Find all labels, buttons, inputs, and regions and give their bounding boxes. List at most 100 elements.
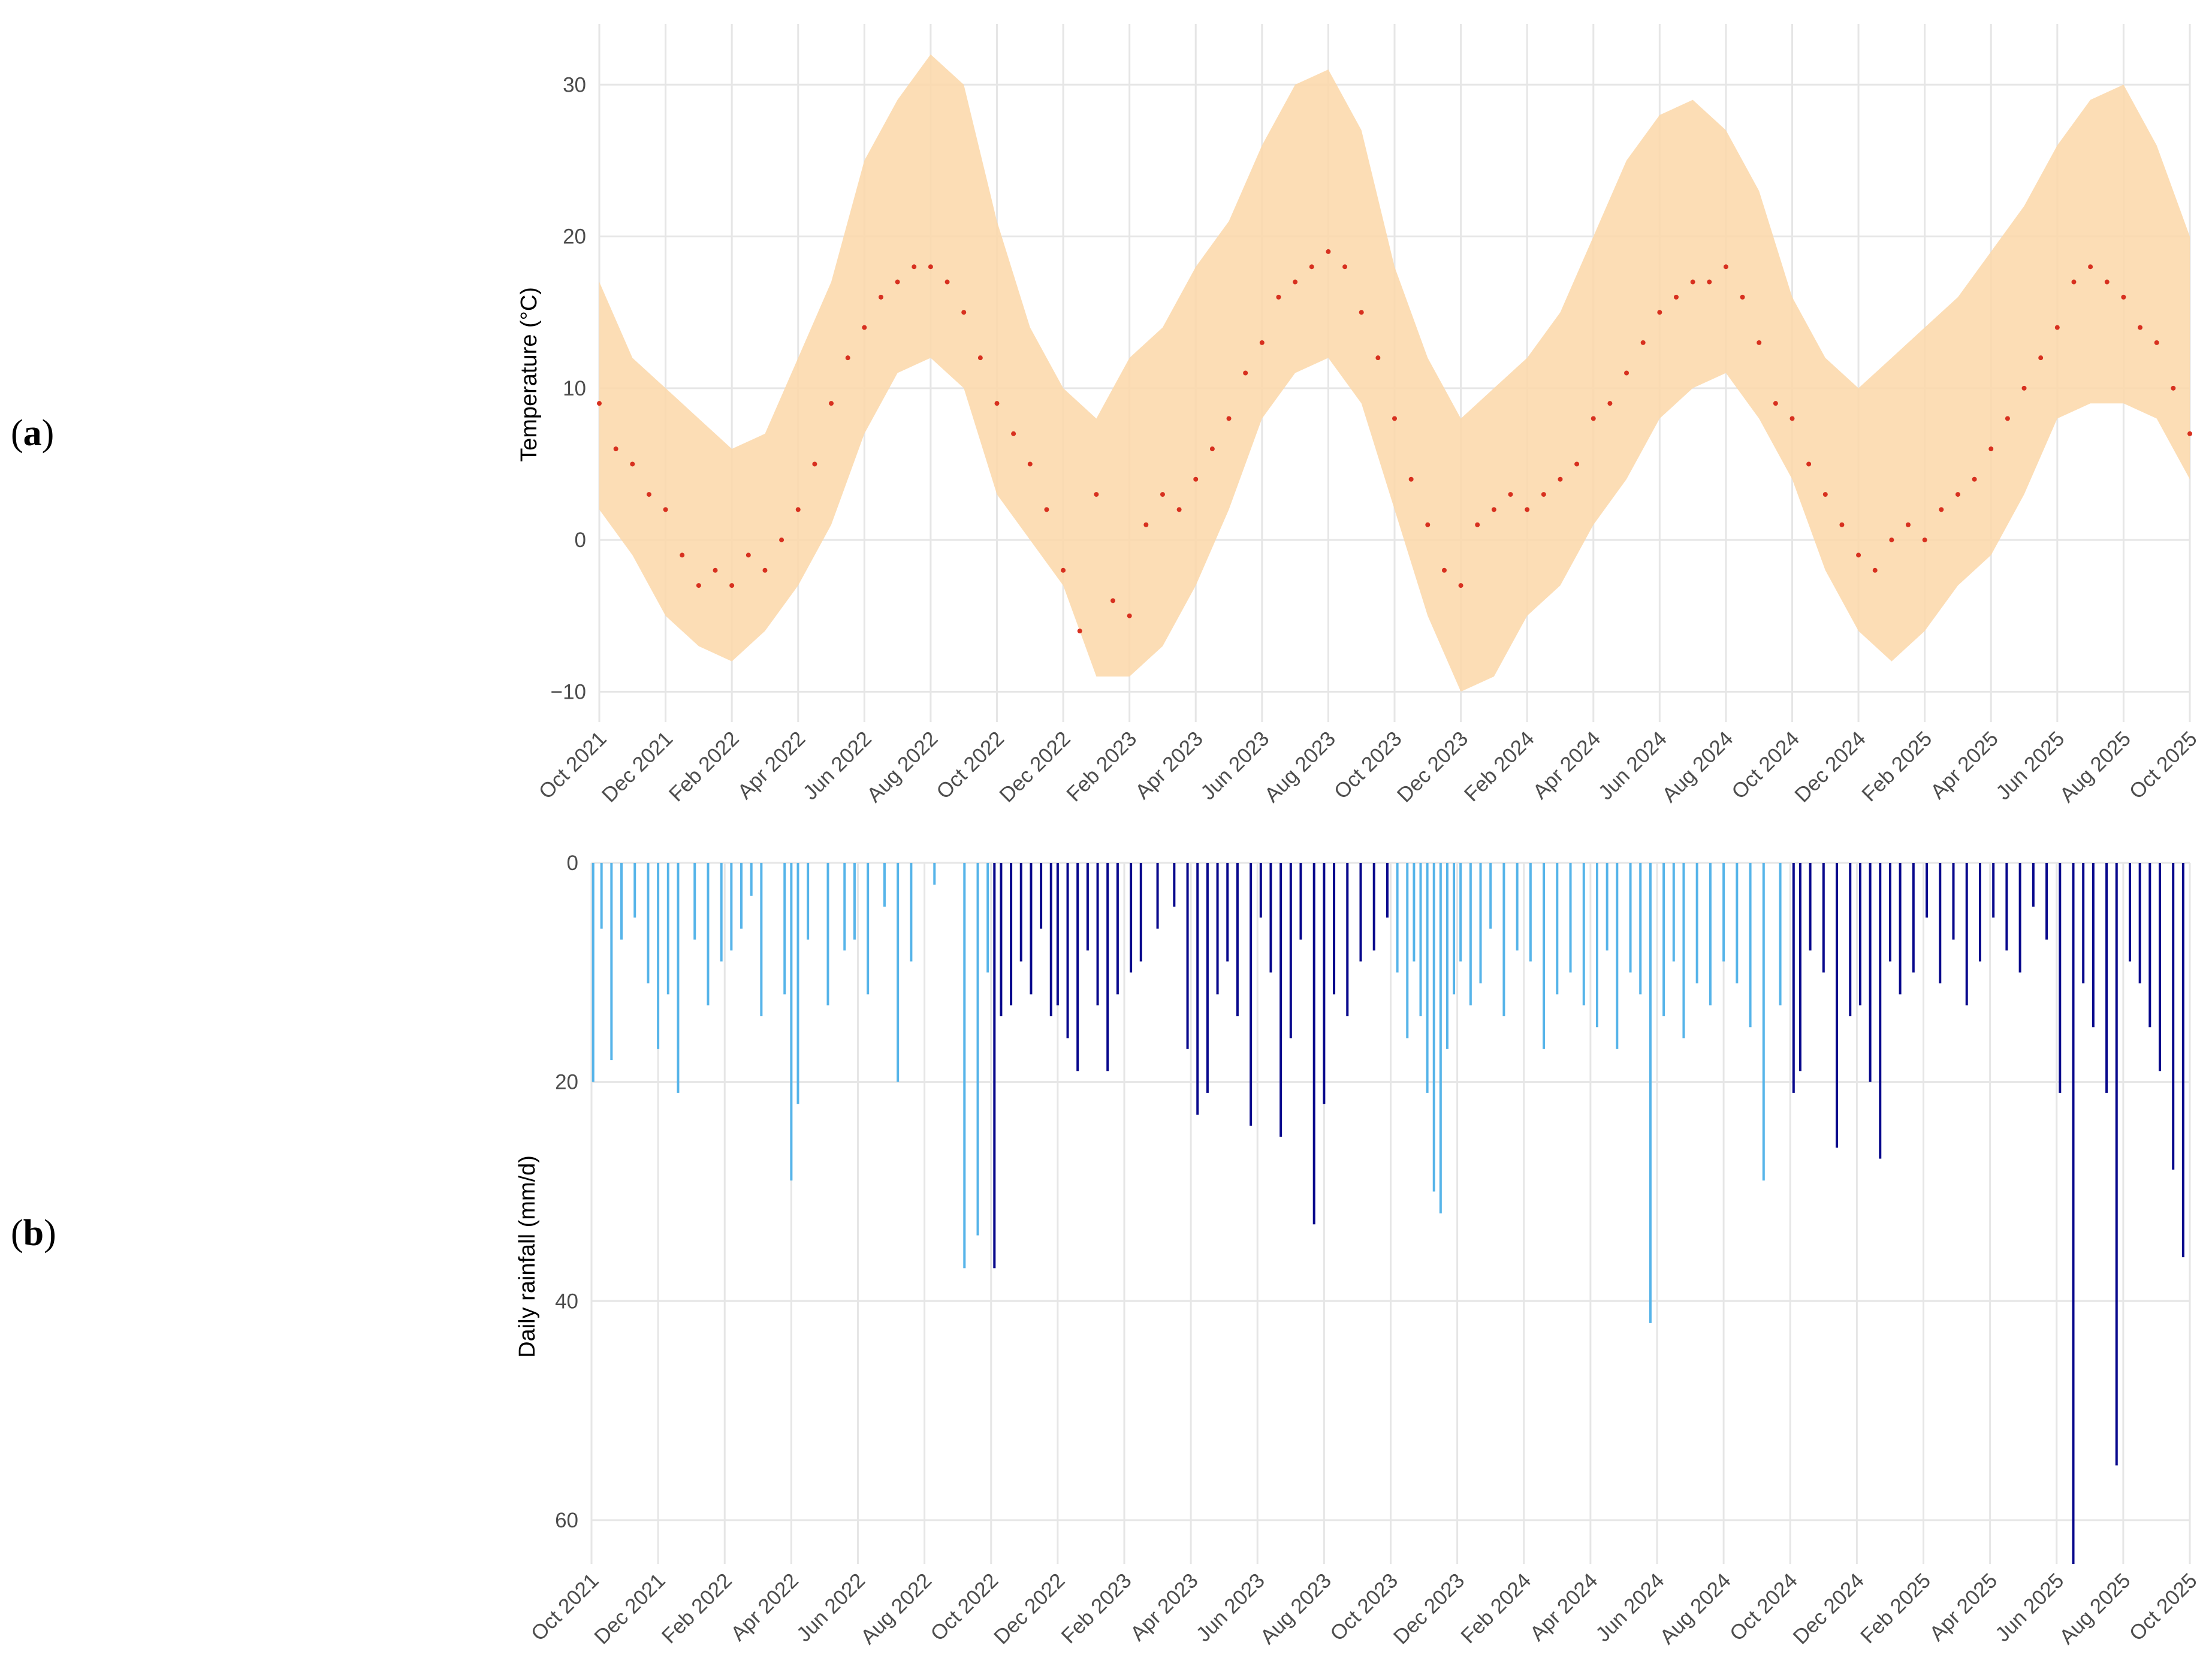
temperature-y-tick-label: 10 — [563, 377, 586, 400]
temperature-points — [597, 249, 2192, 634]
rainfall-y-tick-label: 0 — [567, 851, 578, 875]
rainfall-y-tick-label: 40 — [555, 1290, 578, 1313]
temperature-point — [597, 401, 602, 406]
temperature-point — [1475, 522, 1480, 527]
temperature-point — [2171, 385, 2176, 391]
temperature-point — [1309, 264, 1314, 270]
temperature-point — [1972, 476, 1977, 482]
rainfall-x-tick-label: Dec 2021 — [590, 1569, 670, 1649]
temperature-point — [845, 355, 850, 361]
temperature-point — [2054, 325, 2060, 330]
temperature-point — [1508, 492, 1513, 497]
temperature-point — [1392, 416, 1397, 421]
temperature-point — [713, 567, 718, 573]
temperature-point — [1558, 476, 1563, 482]
temperature-point — [2154, 340, 2159, 345]
rainfall-y-ticks: 0 20 40 60 — [555, 851, 578, 1532]
temperature-point — [1906, 522, 1911, 527]
temperature-point — [795, 507, 801, 512]
temperature-point — [1491, 507, 1496, 512]
temperature-point — [1922, 537, 1927, 543]
temperature-point — [1591, 416, 1596, 421]
temperature-point — [1657, 310, 1662, 315]
temperature-x-tick-label: Feb 2022 — [665, 727, 744, 806]
temperature-point — [1707, 279, 1712, 285]
temperature-point — [1822, 492, 1828, 497]
temperature-point — [1441, 567, 1447, 573]
temperature-point — [1740, 294, 1745, 300]
temperature-point — [944, 279, 950, 285]
temperature-x-tick-label: Feb 2023 — [1062, 727, 1141, 806]
temperature-point — [1326, 249, 1331, 254]
rainfall-x-tick-label: Dec 2022 — [989, 1569, 1070, 1649]
temperature-x-tick-label: Aug 2025 — [2056, 727, 2136, 807]
temperature-point — [680, 552, 685, 558]
temperature-point — [1889, 537, 1894, 543]
temperature-point — [1789, 416, 1795, 421]
temperature-point — [812, 461, 817, 467]
temperature-point — [2187, 431, 2192, 436]
rainfall-x-tick-label: Oct 2025 — [2125, 1569, 2202, 1645]
temperature-point — [729, 583, 735, 588]
rainfall-x-tick-label: Apr 2025 — [1925, 1569, 2002, 1645]
temperature-point — [1806, 461, 1812, 467]
temperature-point — [1872, 567, 1878, 573]
temperature-x-tick-label: Dec 2023 — [1393, 727, 1473, 807]
rainfall-x-tick-label: Feb 2025 — [1856, 1569, 1935, 1648]
temperature-point — [1259, 340, 1265, 345]
temperature-range-band — [599, 54, 2190, 692]
temperature-point — [1624, 370, 1629, 376]
temperature-x-tick-label: Aug 2024 — [1658, 727, 1738, 807]
rainfall-x-tick-label: Aug 2025 — [2055, 1569, 2135, 1649]
temperature-point — [2021, 385, 2027, 391]
temperature-point — [1094, 492, 1099, 497]
temperature-point — [1027, 461, 1033, 467]
temperature-point — [1359, 310, 1364, 315]
temperature-point — [1243, 370, 1248, 376]
temperature-point — [2088, 264, 2093, 270]
rainfall-bars — [592, 863, 2184, 1564]
temperature-point — [1955, 492, 1960, 497]
temperature-point — [613, 446, 618, 452]
temperature-y-tick-label: 30 — [563, 73, 586, 96]
temperature-point — [994, 401, 1000, 406]
temperature-point — [928, 264, 933, 270]
temperature-point — [1757, 340, 1762, 345]
temperature-point — [1193, 476, 1199, 482]
temperature-x-tick-label: Apr 2025 — [1926, 727, 2003, 804]
temperature-point — [912, 264, 917, 270]
temperature-point — [1690, 279, 1695, 285]
temperature-x-tick-label: Feb 2024 — [1460, 727, 1539, 806]
rainfall-x-tick-label: Aug 2023 — [1256, 1569, 1336, 1649]
temperature-x-tick-label: Apr 2023 — [1131, 727, 1208, 804]
rainfall-x-tick-label: Apr 2022 — [726, 1569, 803, 1645]
temperature-point — [2005, 416, 2010, 421]
temperature-point — [1856, 552, 1861, 558]
temperature-point — [878, 294, 883, 300]
temperature-range-area — [599, 54, 2190, 692]
temperature-x-tick-label: Apr 2022 — [733, 727, 810, 804]
temperature-point — [1458, 583, 1463, 588]
temperature-x-tick-label: Feb 2025 — [1857, 727, 1936, 806]
temperature-point — [1176, 507, 1182, 512]
temperature-point — [862, 325, 867, 330]
temperature-point — [630, 461, 635, 467]
temperature-point — [2071, 279, 2077, 285]
temperature-point — [1011, 431, 1016, 436]
temperature-point — [1541, 492, 1546, 497]
rainfall-x-tick-label: Apr 2023 — [1126, 1569, 1203, 1645]
temperature-x-tick-label: Aug 2022 — [862, 727, 943, 807]
temperature-point — [1044, 507, 1049, 512]
temperature-point — [779, 537, 784, 543]
temperature-point — [746, 552, 751, 558]
temperature-point — [1673, 294, 1679, 300]
temperature-point — [1110, 598, 1116, 603]
rainfall-x-tick-label: Dec 2023 — [1389, 1569, 1469, 1649]
temperature-point — [1342, 264, 1348, 270]
temperature-point — [2138, 325, 2143, 330]
temperature-point — [1061, 567, 1066, 573]
panel-label-a: (a) — [11, 413, 54, 454]
rainfall-y-tick-label: 60 — [555, 1509, 578, 1532]
